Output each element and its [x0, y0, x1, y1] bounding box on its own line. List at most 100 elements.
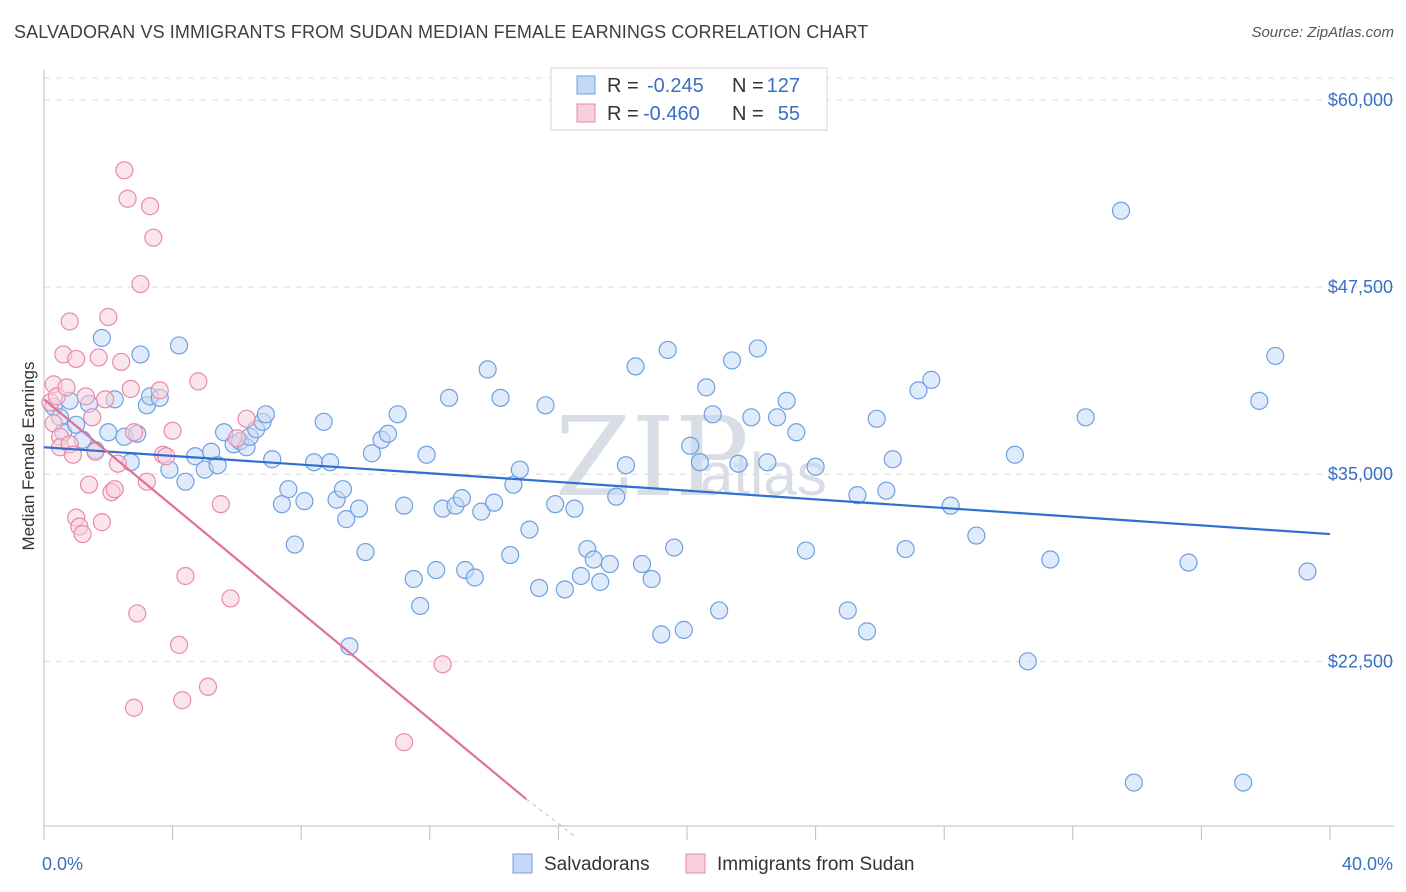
sudan-point-33: [131, 274, 150, 294]
salvadoran-point-45: [349, 499, 369, 518]
salvadoran-point-61: [465, 568, 484, 587]
salvadoran-point-69: [520, 520, 539, 539]
salvadoran-point-79: [600, 554, 619, 574]
salvadoran-point-53: [411, 596, 430, 616]
salvadoran-point-97: [748, 339, 767, 358]
sudan-point-31: [124, 698, 144, 717]
salvadoran-point-81: [616, 456, 636, 475]
salvadoran-point-95: [729, 454, 748, 473]
salvadoran-point-80: [607, 487, 626, 506]
salvadoran-point-121: [1179, 553, 1198, 572]
salvadoran-point-73: [555, 580, 574, 599]
salvadoran-point-14: [131, 345, 150, 364]
salvadoran-point-116: [1018, 652, 1037, 671]
salvadoran-point-71: [536, 396, 555, 415]
salvadoran-point-40: [321, 453, 340, 472]
salvadoran-point-123: [1250, 391, 1269, 410]
sudan-point-32: [128, 604, 147, 623]
bottom-legend-label-sudan: Immigrants from Sudan: [717, 854, 914, 875]
legend-n-value-1: 127: [767, 75, 800, 97]
salvadoran-point-50: [388, 405, 407, 424]
sudan-point-15: [76, 387, 95, 406]
salvadoran-point-51: [394, 496, 414, 515]
watermark: ZIP atlas: [555, 393, 827, 521]
legend-n-label-2: N =: [732, 103, 764, 125]
sudan-point-20: [92, 513, 111, 532]
gridlines: [44, 77, 1394, 662]
sudan-point-28: [118, 189, 137, 208]
salvadoran-point-19: [169, 336, 189, 355]
sudan-point-11: [67, 349, 86, 369]
salvadoran-point-20: [176, 472, 195, 491]
trend-lines: [43, 398, 1331, 837]
y-tick-labels: $22,500 $35,000 $47,500 $60,000: [1328, 90, 1393, 671]
sudan-point-19: [89, 348, 108, 367]
sudan-point-14: [73, 524, 92, 544]
sudan-point-51: [433, 655, 452, 674]
sudan-point-26: [112, 352, 131, 372]
sudan-point-9: [60, 312, 79, 331]
salvadoran-point-92: [703, 405, 722, 424]
salvadoran-point-74: [565, 499, 584, 518]
salvadoran-point-88: [674, 620, 693, 639]
salvadoran-point-125: [1298, 562, 1317, 581]
salvadoran-point-124: [1266, 346, 1285, 366]
salvadoran-point-108: [877, 481, 896, 500]
salvadoran-point-120: [1124, 773, 1143, 792]
salvadoran-point-122: [1234, 773, 1253, 792]
sudan-point-35: [140, 197, 160, 216]
salvadoran-point-98: [758, 453, 777, 472]
legend-r-label-2: R =: [607, 103, 639, 125]
salvadoran-point-91: [697, 378, 716, 397]
salvadoran-point-36: [285, 535, 304, 554]
salvadoran-point-115: [1005, 445, 1025, 464]
salvadoran-point-47: [362, 444, 382, 463]
salvadoran-point-77: [584, 550, 603, 569]
salvadoran-point-105: [848, 486, 867, 505]
sudan-point-17: [83, 408, 102, 427]
salvadoran-point-103: [806, 457, 825, 476]
salvadoran-point-68: [510, 460, 529, 479]
salvadoran-point-46: [356, 542, 375, 562]
salvadoran-point-109: [883, 450, 902, 469]
legend-swatch-blue: [576, 75, 596, 95]
salvadoran-point-102: [796, 541, 816, 560]
salvadoran-point-106: [857, 622, 877, 641]
salvadoran-point-89: [681, 436, 700, 455]
salvadoran-point-24: [208, 456, 227, 475]
salvadoran-point-55: [427, 560, 446, 580]
sudan-point-45: [198, 677, 218, 696]
sudan-point-48: [227, 429, 246, 448]
salvadoran-point-62: [472, 502, 491, 521]
salvadoran-point-64: [485, 493, 504, 512]
chart-source: Source: ZipAtlas.com: [1251, 24, 1394, 41]
salvadorans-points: [44, 201, 1317, 792]
sudan-point-43: [176, 566, 195, 586]
salvadoran-point-90: [690, 453, 709, 472]
sudan-point-30: [124, 423, 144, 442]
salvadoran-point-99: [767, 408, 787, 427]
sudan-point-47: [221, 589, 240, 608]
bottom-legend-swatch-pink: [685, 853, 706, 874]
y-tick-label-2: $47,500: [1328, 277, 1393, 297]
salvadoran-point-87: [665, 538, 684, 557]
salvadoran-point-75: [571, 566, 591, 586]
sudan-point-44: [189, 372, 208, 391]
salvadoran-point-35: [279, 480, 298, 499]
sudan-point-25: [108, 454, 128, 473]
legend-n-value-2: 55: [778, 103, 800, 125]
sudan-point-21: [95, 390, 115, 409]
salvadoran-point-70: [530, 578, 549, 598]
sudan-point-46: [211, 495, 230, 514]
salvadoran-point-54: [417, 445, 436, 464]
salvadoran-point-8: [92, 328, 111, 348]
legend-n-label-1: N =: [732, 75, 764, 97]
sudan-point-40: [163, 421, 182, 440]
sudan-point-41: [169, 635, 189, 654]
sudan-point-24: [105, 480, 124, 499]
salvadoran-point-37: [295, 492, 314, 511]
sudan-point-34: [137, 472, 156, 491]
legend-r-value-1: -0.245: [647, 75, 704, 97]
sudan-point-16: [79, 475, 99, 494]
